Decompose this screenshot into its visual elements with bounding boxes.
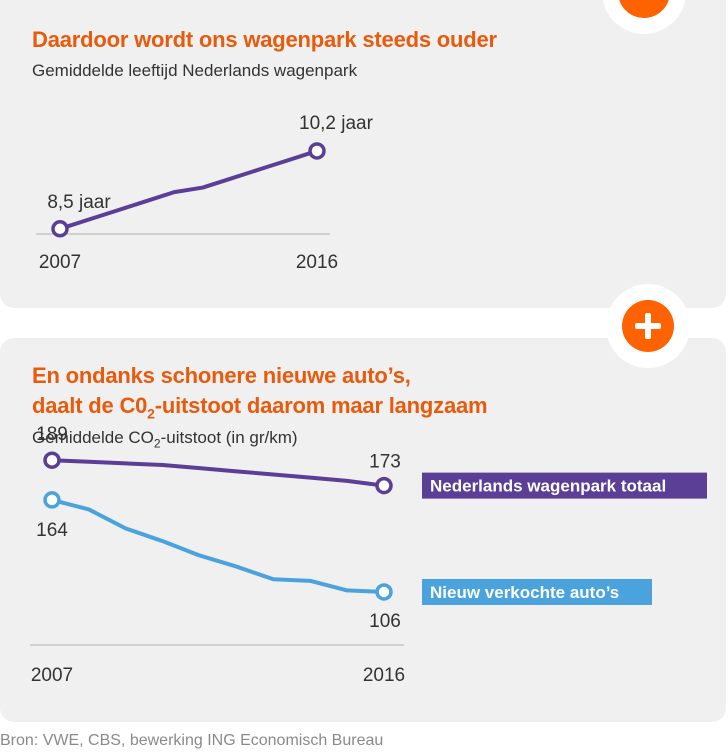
chart-title-age: Daardoor wordt ons wagenpark steeds oude…: [32, 27, 497, 52]
legend-tag: [422, 578, 652, 605]
chart-title-co2-sub: 2: [147, 405, 155, 422]
chart-title-co2: En ondanks schonere nieuwe auto’s, daalt…: [32, 361, 488, 428]
chart-subtitle-co2: Gemiddelde CO2-uitstoot (in gr/km): [32, 427, 298, 454]
data-label: 173: [369, 452, 401, 473]
series-line: [58, 148, 319, 231]
data-label: 106: [369, 611, 401, 632]
data-point-marker: [43, 491, 61, 509]
data-point-marker: [51, 220, 69, 238]
data-label: 8,5 jaar: [47, 192, 111, 213]
chart-panel-age: Daardoor wordt ons wagenpark steeds oude…: [0, 0, 726, 308]
data-point-marker: [43, 451, 61, 469]
chart-title-co2-line1: En ondanks schonere nieuwe auto’s,: [32, 363, 411, 388]
x-tick-label: 2007: [39, 252, 81, 273]
x-tick-label: 2016: [363, 665, 405, 686]
data-label: 189: [36, 424, 68, 445]
chart-subtitle-co2-sub: 2: [153, 436, 161, 451]
data-label: 164: [36, 520, 68, 541]
data-point-marker: [375, 476, 393, 495]
legend-tag: [422, 472, 707, 499]
plus-badge: [606, 284, 690, 368]
series-line: [50, 497, 386, 594]
data-point-marker: [308, 142, 326, 160]
data-point-marker: [375, 583, 393, 601]
chart-co2: 2007 2016 189 173 Nederlands wagenpark totaa…: [30, 424, 707, 686]
chart-age: 2007 2016 8,5 jaar 10,2 jaar: [36, 113, 374, 273]
plus-icon: [622, 300, 674, 352]
chart-subtitle-co2-pre: Gemiddelde CO: [32, 428, 154, 447]
chart-subtitle-co2-post: -uitstoot (in gr/km): [160, 428, 298, 447]
chart-title-co2-line2-post: -uitstoot daarom maar langzaam: [154, 393, 488, 418]
data-label: 10,2 jaar: [299, 113, 374, 134]
legend-label: Nederlands wagenpark totaal: [430, 477, 666, 496]
down-arrow-icon: [618, 0, 670, 18]
chart-subtitle-age: Gemiddelde leeftijd Nederlands wagenpark: [32, 61, 358, 80]
x-tick-label: 2016: [296, 252, 338, 273]
source-note: Bron: VWE, CBS, bewerking ING Economisch…: [0, 732, 384, 749]
series-line: [50, 458, 386, 488]
chart-panel-co2: En ondanks schonere nieuwe auto’s, daalt…: [0, 338, 726, 722]
legend-label: Nieuw verkochte auto’s: [430, 583, 619, 602]
x-tick-label: 2007: [31, 665, 73, 686]
chart-title-co2-line2-pre: daalt de C0: [32, 393, 148, 418]
